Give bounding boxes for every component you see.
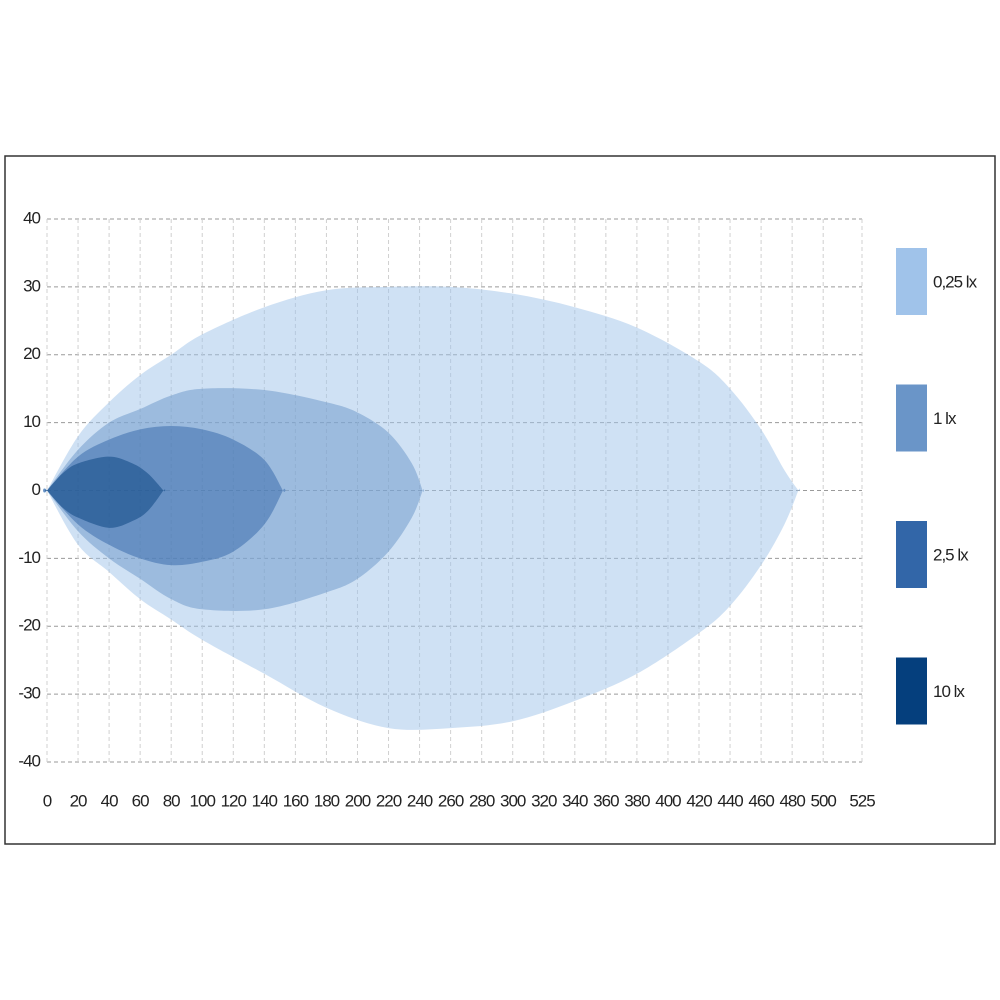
legend-label: 0,25 lx bbox=[933, 272, 978, 291]
x-tick-label: 440 bbox=[717, 791, 743, 810]
y-tick-label: -20 bbox=[18, 616, 40, 635]
x-tick-label: 240 bbox=[407, 791, 433, 810]
x-tick-label: 200 bbox=[345, 791, 371, 810]
legend-label: 10 lx bbox=[933, 682, 965, 701]
x-tick-label: 260 bbox=[438, 791, 464, 810]
x-tick-label: 100 bbox=[190, 791, 216, 810]
y-tick-label: 10 bbox=[23, 412, 40, 431]
y-tick-label: 30 bbox=[23, 276, 40, 295]
x-tick-label: 420 bbox=[686, 791, 712, 810]
x-tick-label: 60 bbox=[132, 791, 149, 810]
legend-swatch bbox=[896, 248, 927, 315]
x-tick-label: 340 bbox=[562, 791, 588, 810]
y-tick-label: -10 bbox=[18, 548, 40, 567]
x-tick-label: 320 bbox=[531, 791, 557, 810]
legend-swatch bbox=[896, 384, 927, 452]
y-tick-label: 20 bbox=[23, 344, 40, 363]
y-tick-label: -30 bbox=[18, 684, 40, 703]
x-tick-label: 380 bbox=[624, 791, 650, 810]
x-tick-label: 20 bbox=[70, 791, 87, 810]
x-tick-label: 220 bbox=[376, 791, 402, 810]
y-tick-label: 40 bbox=[23, 208, 40, 227]
x-tick-label: 180 bbox=[314, 791, 340, 810]
y-tick-label: -40 bbox=[18, 751, 40, 770]
x-tick-label: 140 bbox=[252, 791, 278, 810]
x-tick-label: 460 bbox=[748, 791, 774, 810]
x-tick-label: 120 bbox=[221, 791, 247, 810]
legend-label: 1 lx bbox=[933, 409, 957, 428]
x-tick-label: 40 bbox=[101, 791, 118, 810]
x-tick-label: 160 bbox=[283, 791, 309, 810]
x-tick-label: 400 bbox=[655, 791, 681, 810]
x-tick-label: 360 bbox=[593, 791, 619, 810]
x-tick-label: 500 bbox=[811, 791, 837, 810]
y-tick-label: 0 bbox=[32, 480, 41, 499]
x-tick-label: 525 bbox=[849, 791, 875, 810]
x-tick-label: 0 bbox=[43, 791, 52, 810]
x-tick-label: 480 bbox=[779, 791, 805, 810]
x-tick-label: 280 bbox=[469, 791, 495, 810]
legend-swatch bbox=[896, 521, 927, 588]
legend-label: 2,5 lx bbox=[933, 545, 969, 564]
x-tick-label: 80 bbox=[163, 791, 180, 810]
x-tick-label: 300 bbox=[500, 791, 526, 810]
legend-swatch bbox=[896, 657, 927, 725]
isolux-zone bbox=[45, 456, 166, 528]
